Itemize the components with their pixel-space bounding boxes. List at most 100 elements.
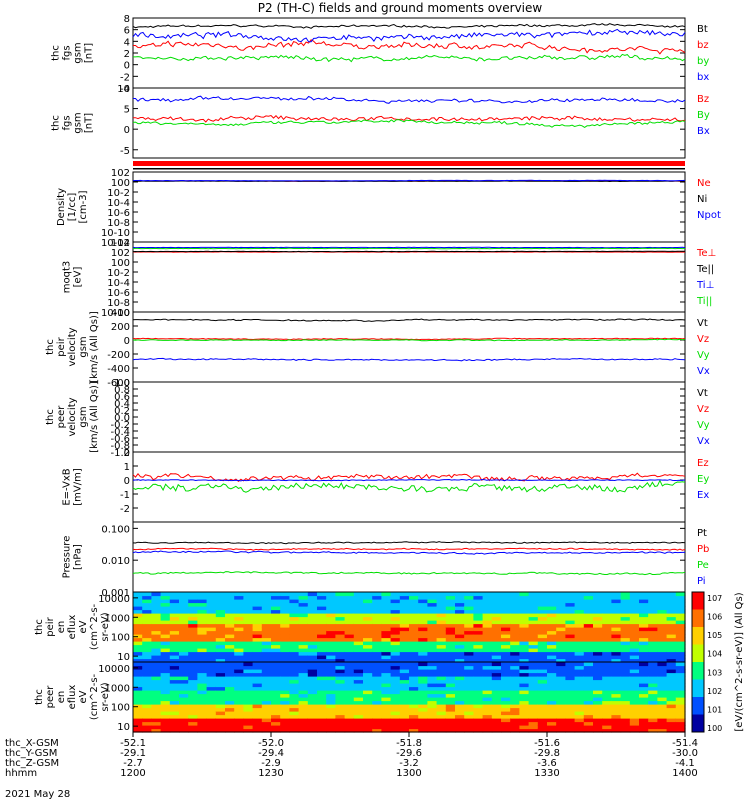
heatmap-cell <box>510 704 520 709</box>
heatmap-cell <box>565 714 576 719</box>
heatmap-cell <box>298 679 309 684</box>
series-line-Ex <box>132 478 686 482</box>
heatmap-cell <box>611 606 622 611</box>
heatmap-cell <box>326 700 336 705</box>
heatmap-cell <box>565 616 576 621</box>
heatmap-cell <box>234 658 244 663</box>
heatmap-cell <box>280 700 290 705</box>
legend-label: Vt <box>697 318 708 329</box>
heatmap-cell <box>252 707 263 712</box>
heatmap-cell <box>399 672 410 677</box>
heatmap-cell <box>648 690 658 695</box>
heatmap-cell <box>409 665 419 670</box>
heatmap-cell <box>289 704 300 709</box>
heatmap-cell <box>280 634 290 639</box>
heatmap-cell <box>353 595 364 600</box>
heatmap-cell <box>537 707 548 712</box>
heatmap-cell <box>363 592 373 597</box>
heatmap-cell <box>326 669 336 674</box>
heatmap-cell <box>675 616 686 621</box>
heatmap-cell <box>602 637 612 642</box>
heatmap-cell <box>298 655 309 660</box>
heatmap-cell <box>675 623 686 628</box>
heatmap-cell <box>151 679 162 684</box>
heatmap-cell <box>666 627 677 632</box>
heatmap-cell <box>261 634 272 639</box>
heatmap-cell <box>363 609 373 614</box>
heatmap-cell <box>620 714 631 719</box>
heatmap-cell <box>473 728 484 733</box>
heatmap-cell <box>160 693 171 698</box>
heatmap-cell <box>418 651 428 656</box>
heatmap-cell <box>399 658 410 663</box>
heatmap-cell <box>565 690 576 695</box>
heatmap-cell <box>280 637 290 642</box>
heatmap-cell <box>151 644 162 649</box>
heatmap-cell <box>547 609 557 614</box>
heatmap-cell <box>657 725 668 730</box>
heatmap-cell <box>583 718 594 723</box>
heatmap-cell <box>317 637 327 642</box>
heatmap-cell <box>528 728 539 733</box>
heatmap-cell <box>574 616 585 621</box>
heatmap-cell <box>335 609 346 614</box>
heatmap-cell <box>455 641 465 646</box>
ytick-label: 102 <box>111 248 130 259</box>
heatmap-cell <box>445 616 456 621</box>
heatmap-cell <box>547 665 557 670</box>
heatmap-cell <box>390 595 401 600</box>
heatmap-cell <box>234 686 244 691</box>
heatmap-cell <box>409 644 419 649</box>
heatmap-cell <box>289 728 300 733</box>
heatmap-cell <box>528 718 539 723</box>
heatmap-cell <box>602 655 612 660</box>
heatmap-cell <box>510 613 520 618</box>
heatmap-cell <box>206 641 217 646</box>
heatmap-cell <box>620 641 631 646</box>
heatmap-cell <box>565 665 576 670</box>
heatmap-cell <box>133 648 143 653</box>
heatmap-cell <box>317 595 327 600</box>
xtick-label: -4.1 <box>675 758 695 769</box>
heatmap-cell <box>436 676 447 681</box>
heatmap-cell <box>326 644 336 649</box>
heatmap-cell <box>335 721 346 726</box>
heatmap-cell <box>574 686 585 691</box>
heatmap-cell <box>179 662 189 667</box>
heatmap-cell <box>675 637 686 642</box>
heatmap-cell <box>491 592 502 597</box>
heatmap-cell <box>399 592 410 597</box>
heatmap-cell <box>528 662 539 667</box>
heatmap-cell <box>482 693 493 698</box>
heatmap-cell <box>666 620 677 625</box>
heatmap-cell <box>133 707 143 712</box>
heatmap-cell <box>491 693 502 698</box>
heatmap-cell <box>556 676 566 681</box>
heatmap-cell <box>583 700 594 705</box>
heatmap-cell <box>602 721 612 726</box>
legend-label: Vz <box>697 334 709 345</box>
ytick-label: 10 <box>117 652 130 663</box>
heatmap-cell <box>225 686 235 691</box>
heatmap-cell <box>547 634 557 639</box>
heatmap-cell <box>307 630 318 635</box>
heatmap-cell <box>445 658 456 663</box>
heatmap-cell <box>629 599 640 604</box>
heatmap-cell <box>409 693 419 698</box>
heatmap-cell <box>445 714 456 719</box>
heatmap-cell <box>317 627 327 632</box>
heatmap-cell <box>252 679 263 684</box>
ytick-label: 10-4 <box>107 198 130 209</box>
heatmap-cell <box>381 655 392 660</box>
heatmap-cell <box>335 616 346 621</box>
heatmap-cell <box>206 700 217 705</box>
heatmap-cell <box>225 662 235 667</box>
heatmap-cell <box>243 693 254 698</box>
heatmap-cell <box>409 714 419 719</box>
heatmap-cell <box>537 641 548 646</box>
heatmap-cell <box>215 655 226 660</box>
heatmap-cell <box>225 644 235 649</box>
heatmap-cell <box>280 609 290 614</box>
heatmap-cell <box>473 669 484 674</box>
heatmap-cell <box>675 641 686 646</box>
